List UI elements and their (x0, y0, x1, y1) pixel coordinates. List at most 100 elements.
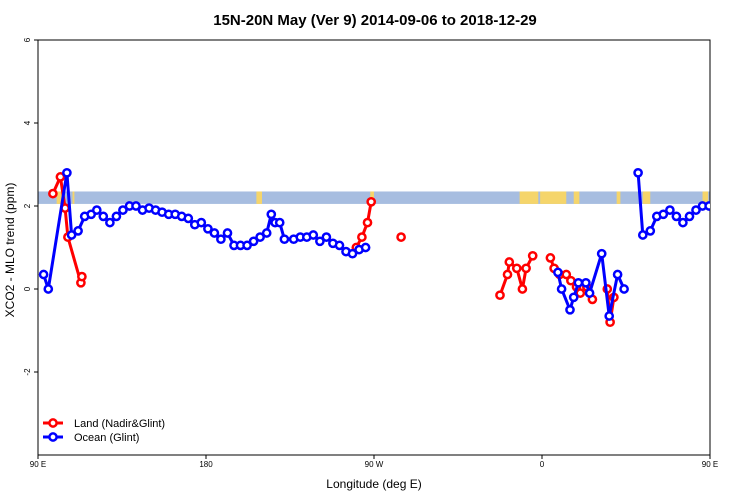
data-point (596, 248, 607, 259)
data-point (612, 269, 623, 280)
data-point (565, 304, 575, 315)
data-point (131, 201, 141, 211)
data-point (568, 292, 579, 303)
map-band-land (519, 191, 539, 204)
data-point (334, 240, 345, 251)
data-point (73, 226, 83, 236)
legend-entry-ocean: Ocean (Glint) (43, 432, 139, 444)
x-tick-label: 90 W (365, 460, 384, 469)
data-point (584, 288, 595, 298)
data-point (553, 267, 563, 278)
legend-label-ocean: Ocean (Glint) (74, 432, 139, 444)
data-point (619, 284, 629, 294)
data-point (357, 232, 367, 242)
data-point (665, 205, 675, 215)
data-point (633, 167, 643, 178)
data-point (261, 228, 272, 238)
data-point (739, 234, 746, 241)
data-point (196, 217, 207, 228)
data-point (502, 269, 513, 280)
map-band-land (616, 191, 621, 204)
data-point (111, 211, 122, 222)
data-point (556, 284, 567, 294)
x-axis-ticks: 90 E 180 90 W 0 90 E (30, 455, 718, 469)
y-tick-label: 2 (23, 203, 32, 208)
data-point (248, 236, 259, 247)
data-point (48, 188, 58, 199)
data-point (684, 211, 695, 222)
data-point (731, 173, 738, 180)
legend-entry-land: Land (Nadir&Glint) (43, 418, 165, 430)
data-point (274, 217, 285, 228)
data-point (521, 263, 531, 274)
series-1 (38, 167, 710, 321)
data-point (511, 263, 522, 274)
chart-title: 15N-20N May (Ver 9) 2014-09-06 to 2018-1… (213, 12, 537, 29)
data-point (183, 213, 194, 224)
legend-marker-land (48, 418, 58, 428)
data-point (77, 271, 87, 282)
x-axis-label: Longitude (deg E) (326, 477, 421, 491)
data-point (671, 211, 682, 222)
series-layer (38, 167, 750, 328)
data-point (561, 269, 572, 280)
data-point (242, 240, 252, 251)
x-tick-label: 90 E (30, 460, 46, 469)
data-point (315, 236, 325, 247)
legend: Land (Nadir&Glint) Ocean (Glint) (43, 418, 165, 444)
series-line (354, 201, 373, 249)
data-point (118, 205, 128, 215)
data-point (658, 209, 669, 220)
data-point (203, 223, 213, 234)
map-band-land (72, 191, 75, 204)
map-band (38, 191, 710, 204)
data-point (396, 232, 406, 242)
data-point (527, 250, 538, 261)
data-point (704, 201, 710, 211)
data-point (98, 211, 109, 222)
data-point (604, 311, 615, 321)
data-point (678, 217, 688, 228)
data-point (66, 230, 77, 240)
data-point (545, 253, 556, 263)
data-point (691, 205, 701, 215)
data-point (279, 234, 290, 245)
series-line (725, 177, 750, 283)
data-point (360, 242, 371, 253)
data-point (321, 232, 332, 242)
y-tick-label: -2 (23, 368, 32, 376)
data-point (504, 257, 515, 267)
map-band-land (573, 191, 580, 204)
map-band-land (540, 191, 567, 204)
legend-label-land: Land (Nadir&Glint) (74, 418, 165, 430)
map-band-land (56, 191, 64, 204)
data-point (105, 217, 115, 228)
x-tick-label: 90 E (702, 460, 718, 469)
data-point (495, 290, 505, 301)
data-point (637, 230, 648, 240)
y-tick-label: 0 (23, 286, 32, 291)
data-point (575, 288, 586, 298)
data-point (581, 277, 591, 288)
plot-frame (37, 39, 711, 456)
data-point (645, 226, 656, 236)
y-tick-label: 6 (23, 37, 32, 42)
data-point (55, 172, 66, 182)
data-point (222, 228, 233, 238)
data-point (308, 230, 319, 240)
map-band-land (256, 191, 262, 204)
data-point (735, 205, 742, 212)
map-band-land (642, 191, 651, 204)
data-point (517, 284, 528, 294)
data-point (366, 196, 377, 207)
data-point (347, 248, 358, 259)
data-point (255, 232, 265, 242)
data-point (91, 205, 102, 215)
x-tick-label: 180 (199, 460, 213, 469)
data-point (62, 167, 72, 178)
y-tick-label: 4 (23, 120, 32, 125)
data-point (216, 234, 226, 245)
y-axis-ticks: 6 4 2 0 -2 (23, 37, 38, 376)
x-tick-label: 0 (540, 460, 545, 469)
